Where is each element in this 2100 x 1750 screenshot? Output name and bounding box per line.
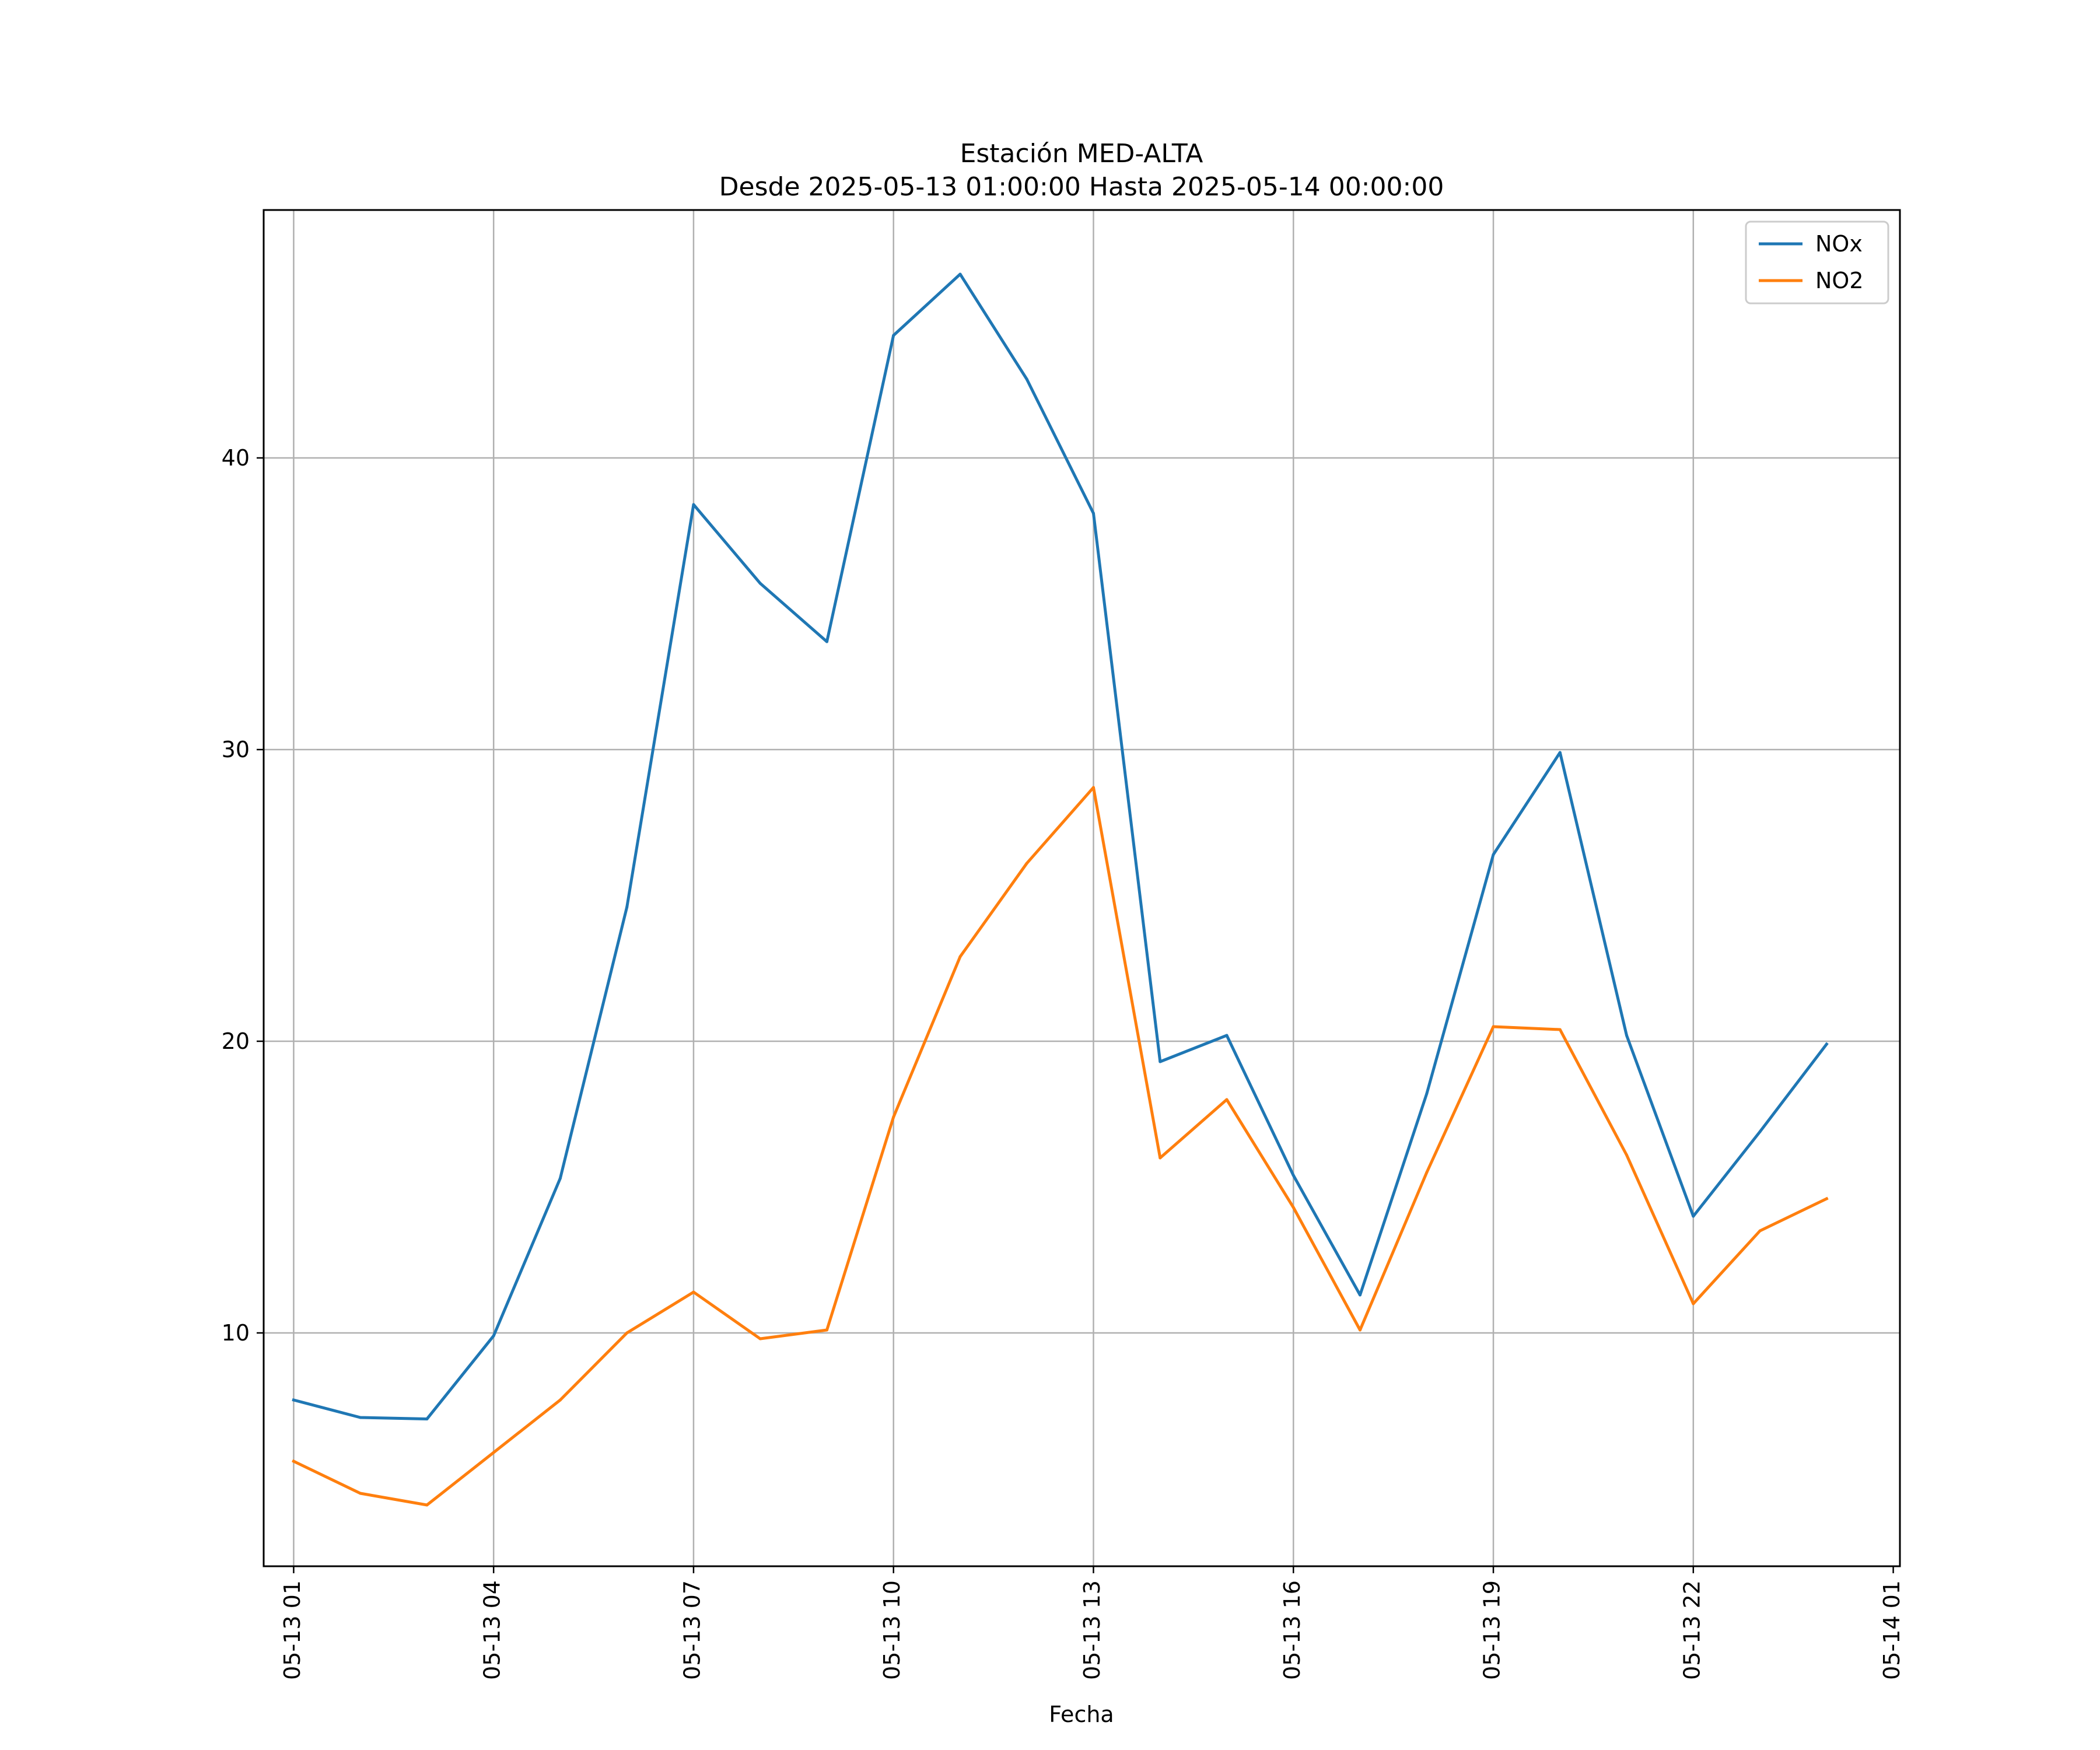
data-point-nox (825, 640, 828, 643)
y-tick-label: 20 (222, 1028, 250, 1054)
legend-label-nox: NOx (1815, 231, 1863, 257)
data-point-nox (758, 582, 762, 585)
data-point-no2 (1091, 786, 1095, 789)
data-point-nox (1091, 512, 1095, 515)
chart-subtitle: Desde 2025-05-13 01:00:00 Hasta 2025-05-… (719, 172, 1444, 202)
data-point-no2 (558, 1398, 562, 1402)
data-point-nox (1025, 377, 1028, 381)
data-point-nox (1225, 1034, 1228, 1037)
data-point-no2 (292, 1460, 295, 1463)
data-point-nox (1558, 751, 1562, 754)
data-point-nox (492, 1334, 495, 1338)
data-point-no2 (1825, 1197, 1828, 1200)
plot-frame (262, 209, 1901, 1567)
y-tick-label: 10 (222, 1320, 250, 1346)
axis-ticks: 05-13 01 05-13 04 05-13 07 05-13 10 05-13 13… (222, 445, 1905, 1680)
data-point-no2 (1758, 1229, 1762, 1233)
series-line-nox (292, 272, 1829, 1420)
data-point-no2 (1625, 1153, 1629, 1157)
data-point-nox (958, 272, 962, 276)
data-point-no2 (692, 1290, 695, 1294)
data-point-nox (359, 1416, 362, 1419)
data-point-nox (1158, 1060, 1162, 1063)
data-point-no2 (425, 1503, 429, 1507)
data-point-no2 (1359, 1328, 1362, 1332)
x-tick-label: 05-13 19 (1479, 1580, 1505, 1680)
data-point-no2 (1225, 1098, 1228, 1101)
data-point-nox (1492, 853, 1495, 856)
data-point-no2 (1492, 1025, 1495, 1028)
x-axis-label: Fecha (1049, 1702, 1114, 1727)
data-point-no2 (1025, 862, 1028, 865)
data-point-no2 (958, 955, 962, 958)
data-point-nox (1359, 1293, 1362, 1297)
x-tick-label: 05-13 16 (1279, 1580, 1305, 1680)
data-point-no2 (1558, 1028, 1562, 1031)
series-layer (292, 272, 1829, 1507)
data-point-nox (625, 905, 629, 909)
data-point-nox (425, 1418, 429, 1420)
data-point-nox (1425, 1092, 1429, 1096)
data-point-no2 (1692, 1302, 1695, 1306)
legend-label-no2: NO2 (1815, 268, 1864, 293)
x-tick-label: 05-13 22 (1679, 1580, 1704, 1680)
legend: NOx NO2 (1745, 220, 1889, 304)
y-tick-label: 30 (222, 737, 250, 762)
y-tick-label: 40 (222, 445, 250, 471)
data-point-nox (1825, 1042, 1828, 1046)
legend-box (1745, 220, 1889, 304)
data-point-no2 (758, 1337, 762, 1340)
data-point-nox (1625, 1034, 1629, 1037)
data-point-nox (1692, 1214, 1695, 1218)
data-point-no2 (825, 1328, 828, 1332)
x-tick-label: 05-14 01 (1879, 1580, 1905, 1680)
data-point-no2 (1292, 1206, 1295, 1209)
data-point-nox (292, 1398, 295, 1402)
series-line-no2 (292, 786, 1829, 1507)
data-point-no2 (1425, 1171, 1429, 1174)
chart-title: Estación MED-ALTA (960, 139, 1203, 169)
data-point-no2 (625, 1331, 629, 1335)
x-tick-label: 05-13 13 (1079, 1580, 1105, 1680)
data-point-nox (892, 334, 895, 337)
x-tick-label: 05-13 10 (879, 1580, 905, 1680)
x-tick-label: 05-13 07 (679, 1580, 705, 1680)
grid-lines (264, 210, 1900, 1566)
data-point-nox (558, 1177, 562, 1180)
data-point-nox (1758, 1130, 1762, 1133)
data-point-no2 (1158, 1156, 1162, 1160)
x-tick-label: 05-13 04 (480, 1580, 505, 1680)
data-point-no2 (359, 1492, 362, 1495)
x-tick-label: 05-13 01 (279, 1580, 305, 1680)
data-point-nox (692, 503, 695, 506)
data-point-no2 (892, 1115, 895, 1119)
data-point-nox (1292, 1174, 1295, 1177)
data-point-no2 (492, 1451, 495, 1454)
